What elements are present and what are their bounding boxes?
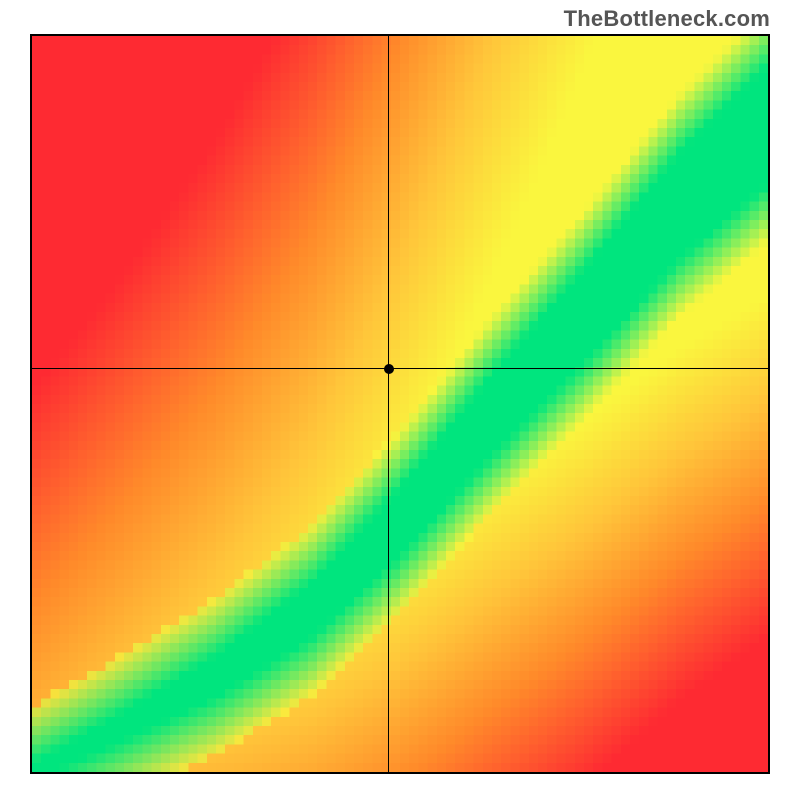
- crosshair-vertical-line: [388, 36, 389, 772]
- watermark-text: TheBottleneck.com: [564, 6, 770, 32]
- heatmap-canvas: [32, 36, 768, 772]
- crosshair-marker: [384, 364, 394, 374]
- heatmap-plot: [30, 34, 770, 774]
- crosshair-horizontal-line: [32, 368, 768, 369]
